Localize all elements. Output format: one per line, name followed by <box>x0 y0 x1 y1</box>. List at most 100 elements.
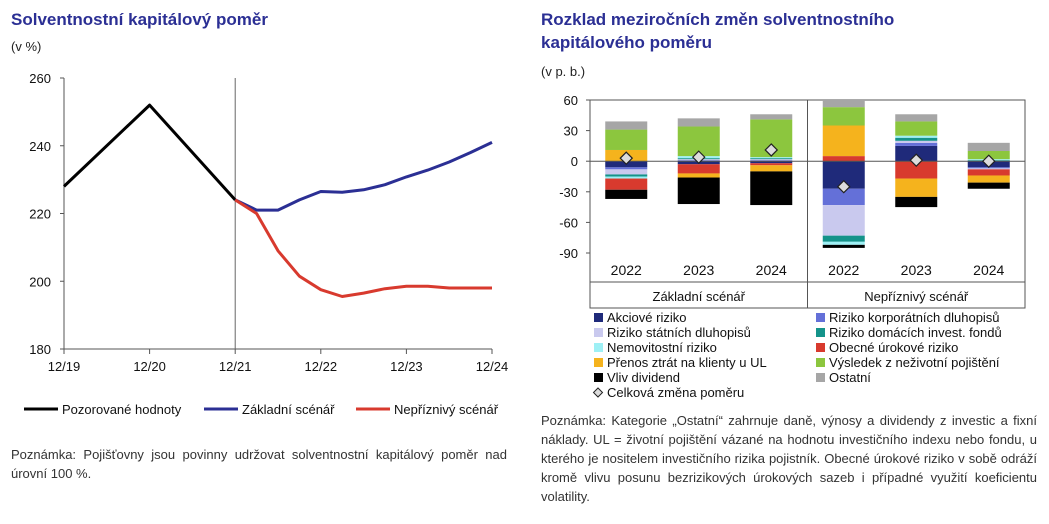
legend-label: Riziko domácích invest. fondů <box>829 325 1002 340</box>
bar-segment <box>822 235 865 242</box>
x-tick-label: 12/23 <box>390 359 423 374</box>
bar-segment <box>822 205 865 236</box>
bar-segment <box>750 160 793 162</box>
total-marker <box>619 151 634 165</box>
y-tick-label: 220 <box>29 207 51 222</box>
bar-segment <box>677 177 720 205</box>
left-chart-title: Solventnostní kapitálový poměr <box>11 10 268 29</box>
legend-swatch <box>816 358 825 367</box>
group-label: Základní scénář <box>653 289 746 304</box>
right-chart-title: Rozklad meziročních změn solventnostního… <box>541 8 894 54</box>
category-label: 2023 <box>901 262 932 278</box>
bar-segment <box>605 174 648 177</box>
x-tick-label: 12/21 <box>219 359 252 374</box>
legend-label: Ostatní <box>829 370 871 385</box>
line-chart: 180 200 220 240 260 12/19 12/20 12/21 12/22 12/23… <box>24 71 509 417</box>
legend-swatch <box>816 313 825 322</box>
y-tick-label: 0 <box>571 154 578 169</box>
bar-segment <box>895 140 938 143</box>
y-tick-label: 200 <box>29 274 51 289</box>
legend-swatch <box>594 373 603 382</box>
bar-segment <box>895 114 938 122</box>
bar-segment <box>605 189 648 199</box>
x-tick-label: 12/24 <box>476 359 509 374</box>
bar-segment <box>750 171 793 206</box>
bar-segment <box>750 161 793 164</box>
bar-segment <box>605 176 648 179</box>
y-tick-label: 30 <box>564 124 578 139</box>
bar-segment <box>822 107 865 126</box>
x-tick-label: 12/22 <box>305 359 338 374</box>
bar-segment <box>750 159 793 161</box>
right-chart-title-line1: Rozklad meziročních změn solventnostního <box>541 10 895 29</box>
right-chart-title-line2: kapitálového poměru <box>541 33 712 52</box>
x-tick-label: 12/19 <box>48 359 81 374</box>
bar-segment <box>605 129 648 150</box>
bar-segment <box>605 178 648 190</box>
bar-segment <box>677 164 720 174</box>
bar-segment <box>750 165 793 172</box>
bar-segment <box>822 100 865 108</box>
legend-swatch <box>594 343 603 352</box>
legend-label-2: Základní scénář <box>242 402 335 417</box>
legend-label: Riziko státních dluhopisů <box>607 325 751 340</box>
y-tick-label: -60 <box>559 215 578 230</box>
bar-segment <box>750 157 793 159</box>
total-marker <box>764 143 779 157</box>
legend-swatch <box>592 387 604 398</box>
legend-swatch <box>816 373 825 382</box>
bar-segment <box>967 142 1010 151</box>
y-tick-label: -30 <box>559 185 578 200</box>
legend-label: Přenos ztrát na klienty u UL <box>607 355 767 370</box>
legend-swatch <box>594 328 603 337</box>
category-label: 2024 <box>973 262 1004 278</box>
category-label: 2023 <box>683 262 714 278</box>
total-marker <box>836 179 851 194</box>
legend-label: Celková změna poměru <box>607 385 744 400</box>
bar-segment <box>605 169 648 175</box>
stacked-bar-chart: 60 30 0 -30 -60 -90 2022 2023 2024 2022 2023 2024 Zá… <box>559 93 1026 400</box>
legend-swatch <box>594 358 603 367</box>
legend-label: Nemovitostní riziko <box>607 340 717 355</box>
series-line-3 <box>234 198 492 298</box>
bar-segment <box>895 142 938 146</box>
left-chart-note: Poznámka: Pojišťovny jsou povinny udržov… <box>11 447 507 481</box>
bar-segment <box>895 161 938 179</box>
left-chart-unit: (v %) <box>11 39 42 54</box>
category-label: 2022 <box>828 262 859 278</box>
bar-segment <box>605 167 648 170</box>
y-tick-label: -90 <box>559 246 578 261</box>
bar-segment <box>967 182 1010 189</box>
right-chart-note: Poznámka: Kategorie „Ostatní“ zahrnuje d… <box>541 413 1037 504</box>
total-marker <box>691 150 706 164</box>
bar-segment <box>895 196 938 208</box>
legend-label: Výsledek z neživotní pojištění <box>829 355 1000 370</box>
legend-swatch <box>816 343 825 352</box>
legend-label: Riziko korporátních dluhopisů <box>829 310 1000 325</box>
bar-segment <box>822 156 865 162</box>
bar-segment <box>895 137 938 141</box>
bar-segment <box>605 121 648 130</box>
bar-segment <box>967 168 1010 170</box>
bar-segment <box>967 175 1010 183</box>
category-label: 2024 <box>756 262 787 278</box>
group-label: Nepříznivý scénář <box>864 289 969 304</box>
bar-segment <box>750 158 793 160</box>
bar-segment <box>895 121 938 136</box>
bar-segment <box>750 163 793 166</box>
series-line-1 <box>62 103 237 201</box>
bar-segment <box>822 188 865 206</box>
legend-label-1: Pozorované hodnoty <box>62 402 182 417</box>
total-marker <box>981 154 996 169</box>
series-line-2 <box>234 141 493 212</box>
legend-swatch <box>594 313 603 322</box>
y-tick-label: 240 <box>29 139 51 154</box>
x-tick-label: 12/20 <box>133 359 166 374</box>
legend-label: Obecné úrokové riziko <box>829 340 958 355</box>
right-chart-unit: (v p. b.) <box>541 64 586 79</box>
bar-segment <box>967 169 1010 176</box>
y-tick-label: 260 <box>29 71 51 86</box>
y-tick-label: 60 <box>564 93 578 108</box>
bar-segment <box>750 114 793 120</box>
bar-segment <box>822 125 865 157</box>
